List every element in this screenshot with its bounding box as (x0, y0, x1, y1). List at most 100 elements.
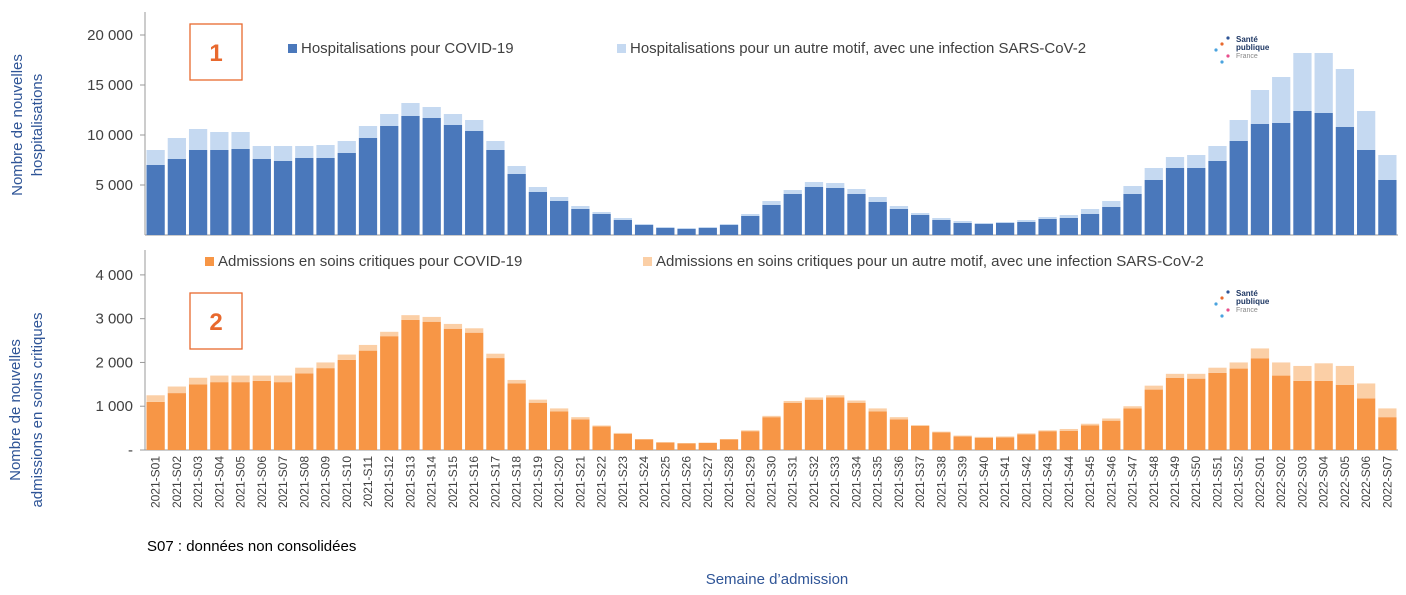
legend-label: Admissions en soins critiques pour COVID… (218, 253, 522, 270)
bar-segment (1017, 222, 1035, 235)
bar-segment (890, 209, 908, 235)
bar-segment (1272, 123, 1290, 235)
bar-segment (1357, 111, 1375, 150)
bar-segment (1102, 201, 1120, 207)
bar-segment (1378, 180, 1396, 235)
bar-segment (656, 227, 674, 228)
legend-label: Hospitalisations pour COVID-19 (301, 40, 514, 57)
bar-segment (1230, 120, 1248, 141)
bar-segment (1272, 376, 1290, 450)
y-axis-label: admissions en soins critiques (29, 312, 46, 507)
logo-text: publique (1236, 43, 1270, 52)
bar-segment (316, 158, 334, 235)
bar-segment (1166, 374, 1184, 378)
bar-segment (508, 383, 526, 450)
bar-segment (146, 165, 164, 235)
bar-segment (614, 218, 632, 220)
bar-segment (1378, 155, 1396, 180)
bar-segment (1272, 362, 1290, 375)
bar-segment (975, 223, 993, 224)
bar-segment (592, 425, 610, 426)
x-tick-label: 2021-S43 (1041, 456, 1055, 508)
bar-segment (1123, 194, 1141, 235)
y-tick-label: 15 000 (87, 77, 133, 94)
bar-segment (805, 187, 823, 235)
bar-segment (1336, 127, 1354, 235)
bar-segment (210, 132, 228, 150)
legend-label: Hospitalisations pour un autre motif, av… (630, 40, 1086, 57)
bar-segment (996, 222, 1014, 223)
bar-segment (1208, 146, 1226, 161)
logo-dot (1226, 308, 1229, 311)
bar-segment (614, 220, 632, 235)
x-tick-label: 2022-S02 (1274, 456, 1288, 508)
x-tick-label: 2021-S17 (488, 456, 502, 508)
bar-segment (1315, 381, 1333, 450)
bar-segment (1017, 433, 1035, 434)
x-tick-label: 2021-S03 (191, 456, 205, 508)
bar-segment (1315, 53, 1333, 113)
x-tick-label: 2021-S12 (382, 456, 396, 508)
x-tick-label: 2021-S19 (531, 456, 545, 508)
bar-segment (1017, 434, 1035, 450)
logo-text: France (1236, 53, 1258, 60)
x-tick-label: 2021-S23 (616, 456, 630, 508)
bar-segment (1357, 150, 1375, 235)
x-tick-label: 2021-S30 (765, 456, 779, 508)
bar-segment (1060, 431, 1078, 450)
x-tick-label: 2021-S01 (149, 456, 163, 508)
bar-segment (465, 131, 483, 235)
bar-segment (359, 126, 377, 138)
bar-segment (316, 145, 334, 158)
bar-segment (826, 397, 844, 450)
y-tick-label: 1 000 (95, 398, 133, 415)
bar-segment (338, 153, 356, 235)
bar-segment (1102, 207, 1120, 235)
x-tick-label: 2021-S08 (297, 456, 311, 508)
bar-segment (550, 408, 568, 411)
x-axis-label: Semaine d’admission (706, 571, 849, 588)
x-tick-label: 2021-S42 (1019, 456, 1033, 508)
logo-dot (1214, 48, 1217, 51)
bar-segment (762, 417, 780, 450)
x-tick-label: 2021-S28 (722, 456, 736, 508)
bar-segment (316, 362, 334, 368)
bar-segment (762, 201, 780, 205)
bar-segment (295, 373, 313, 450)
bar-segment (932, 432, 950, 433)
bar-segment (869, 202, 887, 235)
bar-segment (168, 387, 186, 394)
bar-segment (231, 149, 249, 235)
bar-segment (762, 205, 780, 235)
bar-segment (592, 214, 610, 235)
bar-segment (1102, 421, 1120, 450)
bar-segment (1123, 408, 1141, 450)
bar-segment (932, 218, 950, 220)
bar-segment (1187, 379, 1205, 450)
x-tick-label: 2021-S32 (807, 456, 821, 508)
x-tick-label: 2021-S35 (871, 456, 885, 508)
bar-segment (869, 408, 887, 411)
bar-segment (444, 114, 462, 125)
bar-segment (486, 141, 504, 150)
bar-segment (805, 182, 823, 187)
logo-text: publique (1236, 297, 1270, 306)
bar-segment (295, 158, 313, 235)
bar-segment (975, 437, 993, 438)
bar-segment (359, 138, 377, 235)
bar-segment (423, 118, 441, 235)
x-tick-label: 2021-S09 (319, 456, 333, 508)
bar-segment (231, 382, 249, 450)
y-tick-label: - (128, 442, 133, 459)
logo-dot (1220, 314, 1223, 317)
x-tick-label: 2021-S11 (361, 456, 375, 507)
bar-segment (741, 214, 759, 216)
bar-segment (996, 437, 1014, 450)
bar-segment (677, 229, 695, 235)
bar-segment (784, 403, 802, 450)
bar-segment (635, 225, 653, 235)
bar-segment (741, 430, 759, 431)
x-tick-label: 2021-S06 (255, 456, 269, 508)
bar-segment (720, 225, 738, 235)
